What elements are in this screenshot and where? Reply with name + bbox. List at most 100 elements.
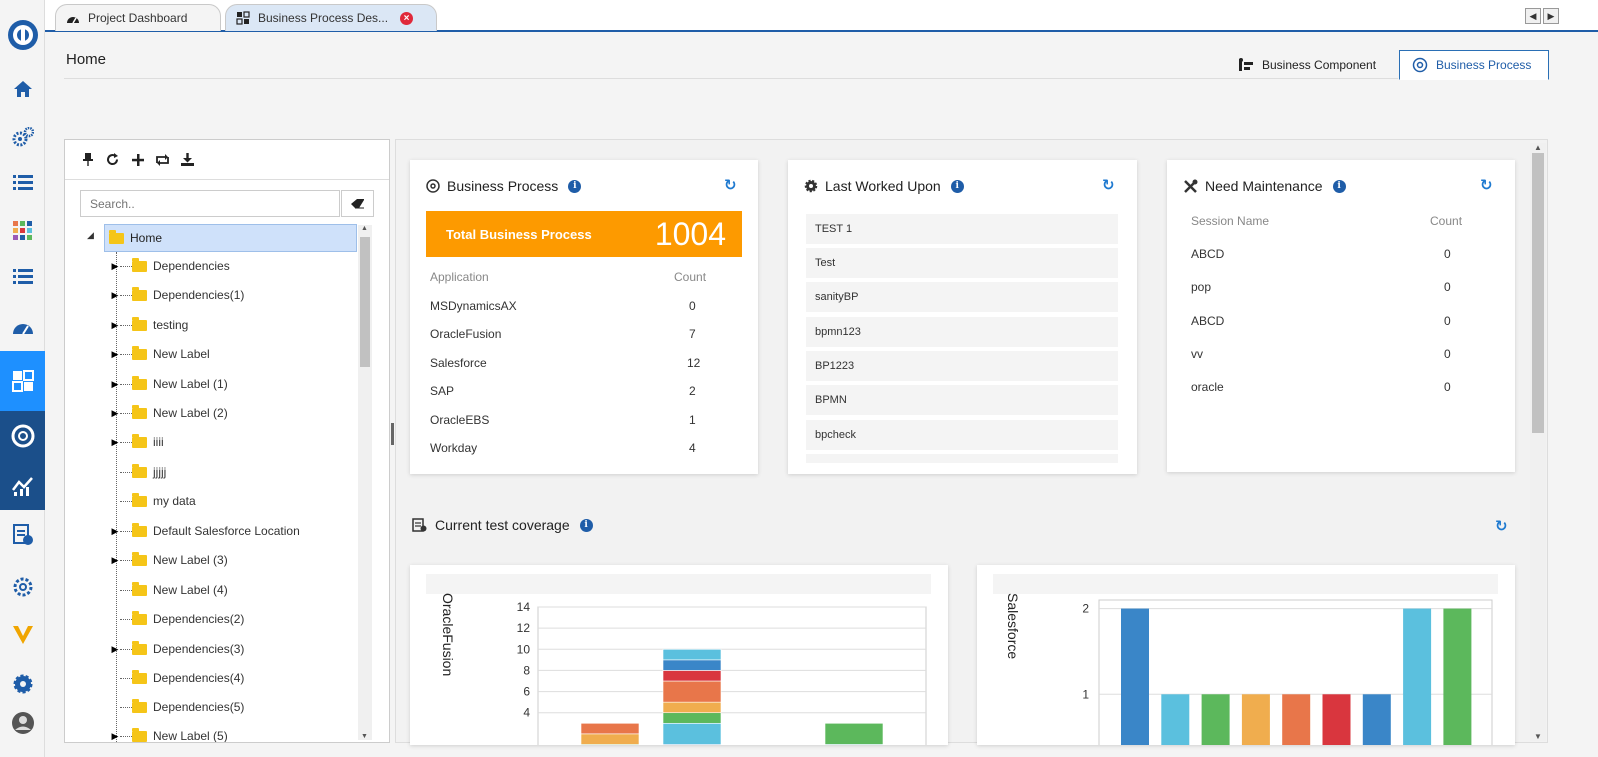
bar-segment: [662, 648, 722, 661]
tree-node[interactable]: ▶ testing: [111, 316, 189, 332]
tree-node[interactable]: ▶ New Label: [111, 345, 210, 361]
puzzle-icon[interactable]: [0, 351, 45, 411]
list-item[interactable]: BP1223: [806, 351, 1118, 381]
refresh-icon[interactable]: ↻: [1495, 518, 1508, 535]
total-business-process-banner: Total Business Process 1004: [426, 211, 742, 257]
v-logo-icon[interactable]: [0, 612, 45, 658]
expand-icon[interactable]: ▶: [111, 348, 119, 359]
analytics-icon[interactable]: [0, 461, 45, 510]
expand-icon[interactable]: ▶: [111, 378, 119, 389]
refresh-icon[interactable]: ↻: [1102, 177, 1115, 194]
tab-business-process[interactable]: Business Process: [1399, 50, 1549, 80]
tree-scrollbar[interactable]: ▲ ▼: [358, 225, 372, 740]
scroll-right-icon[interactable]: ▶: [1543, 8, 1559, 24]
table-cell: 0: [1444, 280, 1451, 294]
folder-icon: [132, 433, 147, 448]
tree-node[interactable]: ▶ iiii: [111, 433, 164, 449]
card-title: Need Maintenance i: [1183, 178, 1346, 194]
table-cell: 0: [1444, 380, 1451, 394]
dashboard-icon[interactable]: [0, 304, 45, 350]
collapse-icon[interactable]: ◢: [87, 230, 94, 240]
tree-node[interactable]: Dependencies(2): [110, 607, 244, 631]
list-item[interactable]: bpmn123: [806, 317, 1118, 347]
list-item[interactable]: Test: [806, 248, 1118, 278]
expand-icon[interactable]: ▶: [111, 554, 119, 565]
info-icon[interactable]: i: [568, 179, 582, 193]
refresh-icon[interactable]: ↻: [724, 177, 737, 194]
info-icon[interactable]: i: [1332, 179, 1346, 193]
tab-business-process-designer[interactable]: Business Process Des... ×: [225, 4, 437, 31]
tree-node[interactable]: ▶ New Label (1): [111, 375, 228, 391]
folder-icon: [132, 610, 147, 625]
puzzle-icon: [236, 11, 250, 25]
tree-search-input[interactable]: [80, 190, 340, 217]
bar: [1362, 694, 1391, 745]
home-icon[interactable]: [0, 66, 45, 112]
list-item-partial: [806, 454, 1118, 463]
y-tick-label: 4: [523, 706, 530, 720]
tree-node-label: Home: [130, 231, 163, 245]
tree-node[interactable]: ▶ Dependencies: [111, 257, 230, 273]
tab-business-component[interactable]: Business Component: [1226, 50, 1388, 80]
list-item[interactable]: BPMN: [806, 385, 1118, 415]
expand-icon[interactable]: ▶: [111, 407, 119, 418]
logo-icon[interactable]: [0, 12, 45, 58]
report-icon[interactable]: [0, 512, 45, 558]
tree-node[interactable]: Dependencies(5): [110, 695, 244, 719]
folder-icon: [132, 316, 147, 331]
expand-icon[interactable]: ▶: [111, 319, 119, 330]
expand-icon[interactable]: ▶: [111, 525, 119, 536]
gear-icon[interactable]: [0, 661, 45, 707]
retweet-icon[interactable]: [150, 153, 175, 166]
lifebuoy-icon[interactable]: [0, 411, 45, 461]
main-scrollbar[interactable]: ▲ ▼: [1530, 143, 1546, 741]
close-icon[interactable]: ×: [400, 11, 414, 25]
expand-icon[interactable]: ▶: [111, 643, 119, 654]
tree-root-node[interactable]: Home: [104, 224, 357, 252]
tab-label: Business Process Des...: [258, 11, 389, 25]
tree-node[interactable]: my data: [110, 489, 196, 513]
eraser-icon[interactable]: [341, 190, 374, 217]
pin-icon[interactable]: [75, 153, 100, 166]
table-cell: SAP: [430, 384, 455, 398]
tree-node[interactable]: ▶ Default Salesforce Location: [111, 522, 300, 538]
folder-icon: [132, 286, 147, 301]
refresh-icon[interactable]: [100, 153, 125, 166]
card-title: Business Process i: [426, 178, 582, 194]
tree-node[interactable]: ▶ Dependencies(1): [111, 286, 245, 302]
grid-icon[interactable]: [0, 208, 45, 254]
panel-splitter[interactable]: [391, 423, 394, 445]
tree-node[interactable]: ▶ New Label (2): [111, 404, 228, 420]
info-icon[interactable]: i: [579, 518, 593, 532]
tree-node[interactable]: ▶ New Label (5): [111, 727, 228, 742]
tree-node[interactable]: Dependencies(4): [110, 666, 244, 690]
bar: [1403, 608, 1432, 745]
table-cell: 4: [689, 441, 696, 455]
expand-icon[interactable]: ▶: [111, 289, 119, 300]
tree-node[interactable]: New Label (4): [110, 578, 228, 602]
info-icon[interactable]: i: [950, 179, 964, 193]
avatar-icon[interactable]: [0, 700, 45, 746]
download-icon[interactable]: [175, 153, 200, 166]
bar: [1201, 694, 1230, 745]
expand-icon[interactable]: ▶: [111, 260, 119, 271]
list-item[interactable]: sanityBP: [806, 282, 1118, 312]
add-icon[interactable]: [125, 153, 150, 166]
list-item[interactable]: TEST 1: [806, 214, 1118, 244]
expand-icon[interactable]: ▶: [111, 436, 119, 447]
scroll-left-icon[interactable]: ◀: [1525, 8, 1541, 24]
settings-icon[interactable]: [0, 564, 45, 610]
tab-project-dashboard[interactable]: Project Dashboard: [55, 4, 221, 31]
gears-icon[interactable]: [0, 114, 45, 160]
list-icon[interactable]: [0, 254, 45, 300]
oraclefusion-chart: 4 6 8 10 12 14: [517, 600, 927, 745]
tree-node[interactable]: ▶ New Label (3): [111, 551, 228, 567]
tree-node[interactable]: ▶ Dependencies(3): [111, 640, 245, 656]
table-cell: 7: [689, 327, 696, 341]
refresh-icon[interactable]: ↻: [1480, 177, 1493, 194]
tree-node[interactable]: jjjjj: [110, 460, 166, 484]
list-icon[interactable]: [0, 160, 45, 206]
list-item[interactable]: bpcheck: [806, 420, 1118, 450]
expand-icon[interactable]: ▶: [111, 730, 119, 741]
